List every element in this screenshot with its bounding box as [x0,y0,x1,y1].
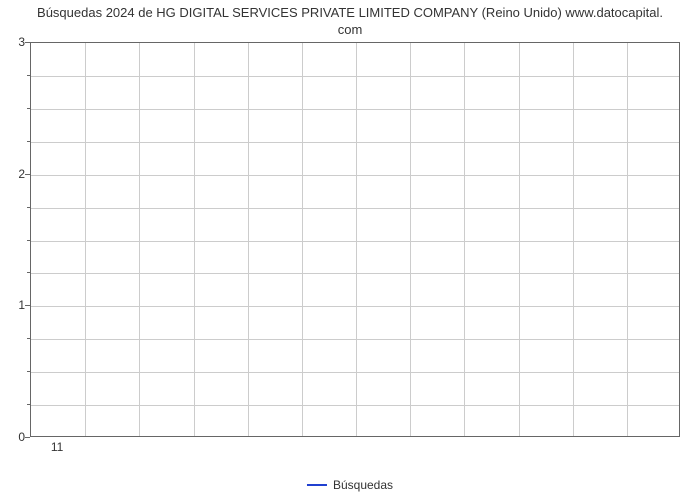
y-tick-major [25,305,30,306]
grid-line-horizontal [31,306,679,307]
grid-line-vertical [519,43,520,436]
grid-line-horizontal [31,175,679,176]
grid-line-horizontal [31,142,679,143]
grid-line-horizontal [31,241,679,242]
y-tick-major [25,42,30,43]
y-axis-label: 0 [5,430,25,444]
grid-line-vertical [248,43,249,436]
y-axis-label: 1 [5,298,25,312]
y-tick-minor [27,207,30,208]
grid-line-vertical [139,43,140,436]
chart-title: Búsquedas 2024 de HG DIGITAL SERVICES PR… [0,0,700,39]
grid-line-vertical [410,43,411,436]
chart-title-line1: Búsquedas 2024 de HG DIGITAL SERVICES PR… [37,5,663,20]
legend-series-line [307,484,327,486]
grid-line-vertical [356,43,357,436]
y-tick-major [25,437,30,438]
y-tick-minor [27,338,30,339]
grid-line-vertical [85,43,86,436]
grid-line-horizontal [31,405,679,406]
grid-line-horizontal [31,76,679,77]
grid-line-vertical [194,43,195,436]
legend-series-label: Búsquedas [333,478,393,492]
plot-area [30,42,680,437]
y-axis-label: 2 [5,167,25,181]
grid-line-vertical [464,43,465,436]
grid-line-horizontal [31,339,679,340]
y-tick-minor [27,240,30,241]
y-tick-major [25,174,30,175]
y-tick-minor [27,371,30,372]
y-tick-minor [27,108,30,109]
y-tick-minor [27,272,30,273]
legend: Búsquedas [307,478,393,492]
grid-line-horizontal [31,109,679,110]
grid-line-vertical [302,43,303,436]
y-tick-minor [27,75,30,76]
grid-line-horizontal [31,372,679,373]
grid-line-vertical [573,43,574,436]
chart-container: Búsquedas 2024 de HG DIGITAL SERVICES PR… [0,0,700,500]
x-axis-label: 11 [51,440,63,454]
chart-title-line2: com [338,22,363,37]
grid-line-horizontal [31,273,679,274]
y-axis-label: 3 [5,35,25,49]
grid-line-horizontal [31,208,679,209]
grid-line-vertical [627,43,628,436]
y-tick-minor [27,404,30,405]
y-tick-minor [27,141,30,142]
